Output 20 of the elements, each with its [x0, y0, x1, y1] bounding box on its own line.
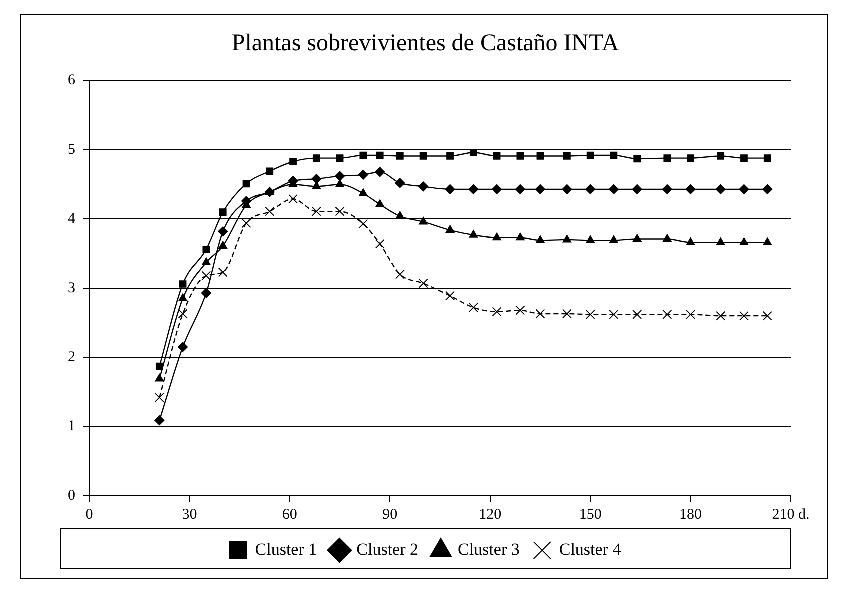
- x-tick-label: 30: [182, 506, 198, 523]
- legend-label: Cluster 2: [356, 540, 418, 559]
- y-tick-label: 2: [68, 350, 76, 366]
- x-tick-label: 210 d.: [772, 506, 810, 523]
- y-tick-label: 0: [68, 488, 76, 504]
- x-tick-label: 120: [479, 506, 502, 523]
- y-tick-label: 3: [68, 280, 76, 296]
- legend-label: Cluster 4: [559, 540, 622, 559]
- y-tick-label: 5: [68, 142, 76, 158]
- y-tick-label: 1: [68, 418, 76, 435]
- x-tick-label: 180: [680, 506, 702, 523]
- x-tick-label: 60: [282, 506, 298, 523]
- y-tick-label: 4: [68, 211, 76, 228]
- x-tick-label: 0: [86, 506, 94, 523]
- x-tick-label: 90: [382, 506, 398, 523]
- chart-title: Plantas sobrevivientes de Castaño INTA: [232, 30, 620, 57]
- legend-label: Cluster 3: [458, 540, 520, 559]
- y-tick-label: 6: [68, 72, 76, 89]
- x-tick-label: 150: [579, 506, 602, 523]
- legend-label: Cluster 1: [255, 540, 318, 559]
